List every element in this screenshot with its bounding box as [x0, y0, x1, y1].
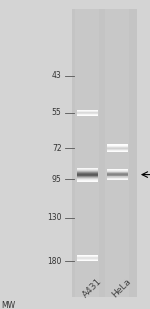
- Bar: [76, 172, 98, 173]
- Bar: [106, 169, 128, 170]
- Text: HeLa: HeLa: [111, 277, 133, 300]
- Bar: [106, 171, 128, 172]
- Bar: [106, 170, 128, 171]
- Text: 72: 72: [52, 144, 62, 153]
- Bar: [106, 173, 128, 174]
- Bar: [106, 176, 128, 177]
- Bar: [76, 167, 98, 168]
- Bar: [76, 180, 98, 181]
- Bar: [75, 9, 99, 297]
- Text: 43: 43: [52, 71, 61, 80]
- Bar: [76, 176, 98, 177]
- Bar: [76, 177, 98, 178]
- Text: 55: 55: [52, 108, 61, 117]
- Bar: [76, 171, 98, 172]
- Bar: [76, 168, 98, 169]
- Bar: [106, 172, 128, 173]
- Text: MW
(kDa): MW (kDa): [2, 301, 23, 309]
- Bar: [76, 175, 98, 176]
- Bar: [105, 9, 129, 297]
- Bar: [76, 181, 98, 182]
- Text: 95: 95: [52, 175, 61, 184]
- Bar: [76, 173, 98, 174]
- Bar: [106, 177, 128, 178]
- Bar: [76, 174, 98, 175]
- Bar: [72, 9, 136, 297]
- Bar: [76, 179, 98, 180]
- Bar: [106, 178, 128, 179]
- Text: 180: 180: [47, 256, 62, 266]
- Text: 130: 130: [47, 213, 62, 222]
- Text: A431: A431: [81, 277, 103, 300]
- Bar: [76, 178, 98, 179]
- Bar: [76, 170, 98, 171]
- Bar: [76, 169, 98, 170]
- Bar: [106, 179, 128, 180]
- Bar: [106, 174, 128, 175]
